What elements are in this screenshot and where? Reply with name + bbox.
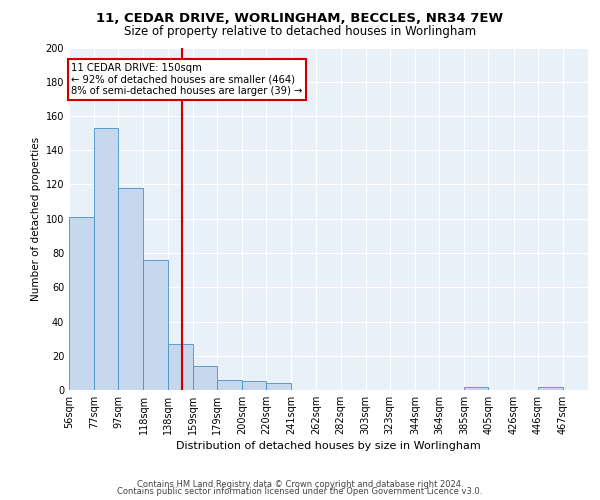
Text: Contains HM Land Registry data © Crown copyright and database right 2024.: Contains HM Land Registry data © Crown c…: [137, 480, 463, 489]
Bar: [143, 260, 167, 390]
Bar: [193, 366, 217, 390]
Text: Size of property relative to detached houses in Worlingham: Size of property relative to detached ho…: [124, 25, 476, 38]
Bar: [538, 386, 563, 390]
Bar: [94, 128, 118, 390]
X-axis label: Distribution of detached houses by size in Worlingham: Distribution of detached houses by size …: [176, 441, 481, 451]
Y-axis label: Number of detached properties: Number of detached properties: [31, 136, 41, 301]
Bar: [242, 382, 266, 390]
Bar: [118, 188, 143, 390]
Bar: [464, 386, 488, 390]
Bar: [69, 217, 94, 390]
Text: 11 CEDAR DRIVE: 150sqm
← 92% of detached houses are smaller (464)
8% of semi-det: 11 CEDAR DRIVE: 150sqm ← 92% of detached…: [71, 63, 303, 96]
Bar: [167, 344, 193, 390]
Bar: [266, 383, 291, 390]
Bar: [217, 380, 242, 390]
Text: 11, CEDAR DRIVE, WORLINGHAM, BECCLES, NR34 7EW: 11, CEDAR DRIVE, WORLINGHAM, BECCLES, NR…: [97, 12, 503, 26]
Text: Contains public sector information licensed under the Open Government Licence v3: Contains public sector information licen…: [118, 487, 482, 496]
